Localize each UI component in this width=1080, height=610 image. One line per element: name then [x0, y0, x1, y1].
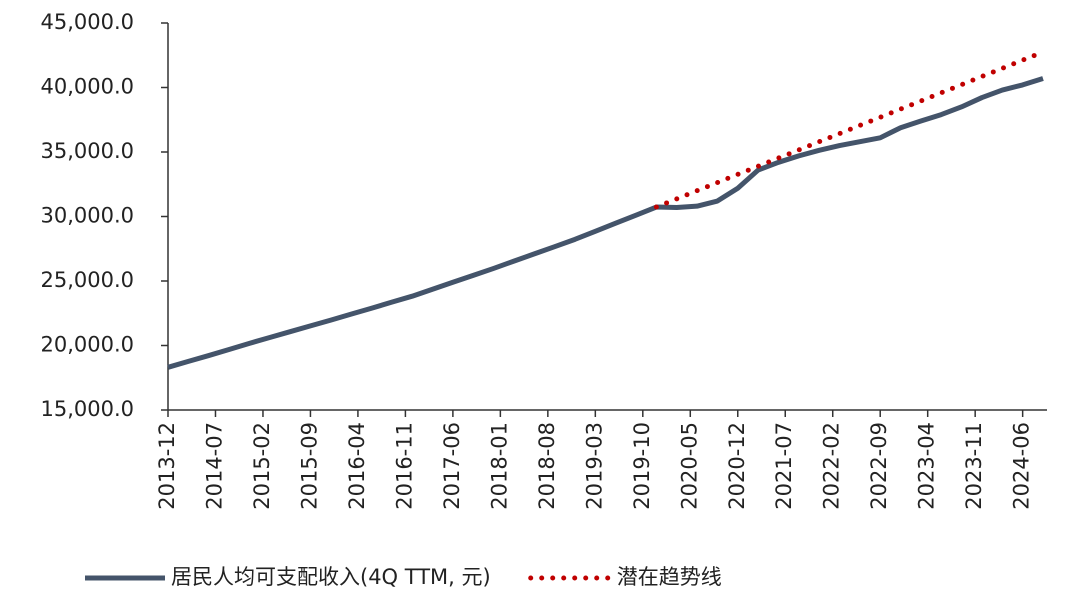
- y-tick-label: 35,000.0: [40, 139, 134, 163]
- x-tick-label: 2022-02: [820, 422, 844, 510]
- x-tick-label: 2014-07: [202, 422, 226, 510]
- x-tick-label: 2019-10: [630, 422, 654, 510]
- series-line: [167, 76, 1044, 370]
- legend-label: 居民人均可支配收入(4Q TTM, 元): [171, 565, 491, 589]
- x-tick-label: 2013-12: [155, 422, 179, 510]
- x-tick-label: 2023-11: [962, 422, 986, 510]
- x-tick-label: 2015-02: [250, 422, 274, 510]
- y-tick-label: 20,000.0: [40, 333, 134, 357]
- x-tick-label: 2016-11: [392, 422, 416, 510]
- legend-label: 潜在趋势线: [617, 565, 722, 589]
- x-tick-label: 2022-09: [867, 422, 891, 510]
- x-tick-label: 2020-05: [677, 422, 701, 510]
- x-tick-label: 2016-04: [345, 422, 369, 510]
- y-tick-label: 30,000.0: [40, 204, 134, 228]
- x-tick-label: 2020-12: [725, 422, 749, 510]
- y-tick-label: 15,000.0: [40, 397, 134, 421]
- x-tick-label: 2015-09: [297, 422, 321, 510]
- x-tick-label: 2018-01: [487, 422, 511, 510]
- y-tick-label: 45,000.0: [40, 10, 134, 34]
- y-tick-label: 25,000.0: [40, 268, 134, 292]
- x-tick-label: 2024-06: [1010, 422, 1034, 510]
- series-line: [653, 49, 1046, 210]
- x-tick-label: 2023-04: [915, 422, 939, 510]
- x-tick-label: 2017-06: [440, 422, 464, 510]
- x-tick-label: 2021-07: [772, 422, 796, 510]
- x-tick-label: 2019-03: [582, 422, 606, 510]
- y-tick-label: 40,000.0: [40, 75, 134, 99]
- x-tick-label: 2018-08: [535, 422, 559, 510]
